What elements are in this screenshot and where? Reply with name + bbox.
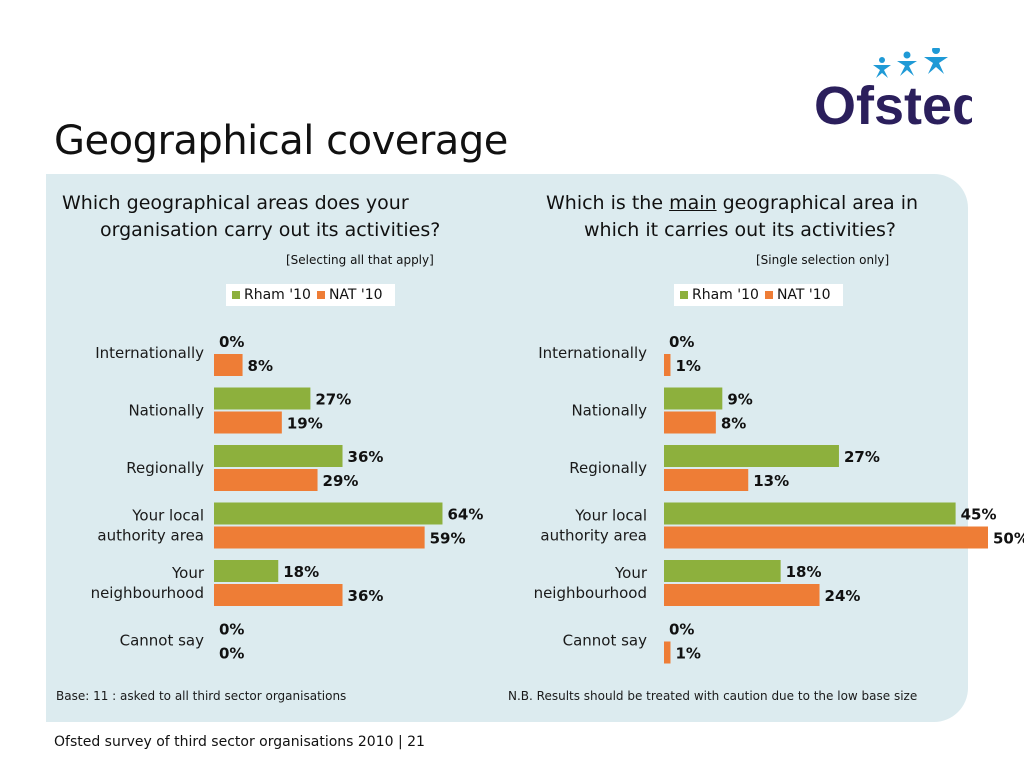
value-label: 0% [219,621,244,639]
category-label: neighbourhood [91,584,204,602]
ofsted-logo: Ofsted [814,48,972,132]
bar-nat [664,354,671,376]
bar-nat [664,641,671,664]
bar-nat [664,584,820,606]
value-label: 0% [669,333,694,351]
value-label: 36% [348,448,384,466]
legend-swatch-rham [232,291,240,299]
value-label: 13% [753,472,789,490]
value-label: 18% [786,563,822,581]
value-label: 50% [993,530,1024,548]
bar-rham [214,502,443,525]
legend-swatch-nat [764,291,773,299]
left-question-line2: organisation carry out its activities? [100,219,441,241]
legend-label-rham: Rham '10 [244,287,311,303]
category-label: Your local [131,507,204,525]
category-label: Nationally [128,402,204,420]
bar-nat [214,526,425,549]
value-label: 64% [447,506,483,524]
bar-nat [214,411,282,434]
category-label: Your local [574,507,647,525]
bar-rham [664,502,956,525]
category-label: Nationally [571,402,647,420]
value-label: 36% [348,587,384,605]
bar-nat [664,411,716,434]
bar-nat [664,469,749,491]
value-label: 0% [669,621,694,639]
right-question: Which is the main geographical area in w… [546,190,918,244]
category-label: authority area [540,527,647,545]
right-question-line2: which it carries out its activities? [584,219,897,241]
value-label: 18% [283,563,319,581]
legend-item-rham: Rham '10 [232,287,311,303]
bar-rham [214,560,279,582]
category-label: Cannot say [120,632,205,650]
value-label: 27% [844,448,880,466]
value-label: 8% [721,415,746,433]
value-label: 0% [219,333,244,351]
right-question-main: main [669,192,717,214]
left-legend: Rham '10 NAT '10 [226,284,395,306]
category-label: Internationally [95,344,204,362]
page-title: Geographical coverage [54,118,508,164]
left-question: Which geographical areas does your organ… [62,190,440,244]
left-question-line1: Which geographical areas does your [62,192,409,214]
legend-label-nat: NAT '10 [328,287,383,303]
category-label: Cannot say [563,632,648,650]
bar-nat [664,526,988,549]
legend-item-nat: NAT '10 [764,287,831,303]
category-label: Regionally [126,459,204,477]
bar-nat [214,469,318,491]
bar-nat [214,354,243,376]
category-label: authority area [97,527,204,545]
right-question-pre: Which is the [546,192,670,214]
legend-item-nat: NAT '10 [316,287,383,303]
stars-icon [873,48,948,78]
bar-rham [664,387,723,410]
right-legend: Rham '10 NAT '10 [674,284,843,306]
bar-rham [214,445,343,467]
value-label: 1% [675,645,700,663]
legend-swatch-nat [316,291,325,299]
value-label: 8% [248,357,273,375]
bar-rham [664,445,839,467]
category-label: Your [171,564,205,582]
category-label: Internationally [538,344,647,362]
value-label: 19% [287,415,323,433]
value-label: 1% [675,357,700,375]
value-label: 59% [430,530,466,548]
right-note: [Single selection only] [756,253,890,267]
value-label: 29% [323,472,359,490]
value-label: 45% [961,506,997,524]
category-label: Regionally [569,459,647,477]
value-label: 9% [727,391,752,409]
value-label: 27% [315,391,351,409]
legend-item-rham: Rham '10 [680,287,759,303]
category-label: Your [614,564,648,582]
logo-text: Ofsted [814,76,972,132]
base-note: Base: 11 : asked to all third sector org… [56,689,347,703]
right-question-line1: Which is the main geographical area in [546,192,918,214]
footer: Ofsted survey of third sector organisati… [54,734,425,750]
value-label: 24% [825,587,861,605]
bar-rham [214,387,311,410]
nb-note: N.B. Results should be treated with caut… [508,689,918,703]
legend-label-rham: Rham '10 [692,287,759,303]
category-label: neighbourhood [534,584,647,602]
value-label: 0% [219,645,244,663]
bar-nat [214,584,343,606]
left-note: [Selecting all that apply] [286,253,434,267]
legend-swatch-rham [680,291,688,299]
bar-rham [664,560,781,582]
right-question-post: geographical area in [716,192,919,214]
legend-label-nat: NAT '10 [776,287,831,303]
